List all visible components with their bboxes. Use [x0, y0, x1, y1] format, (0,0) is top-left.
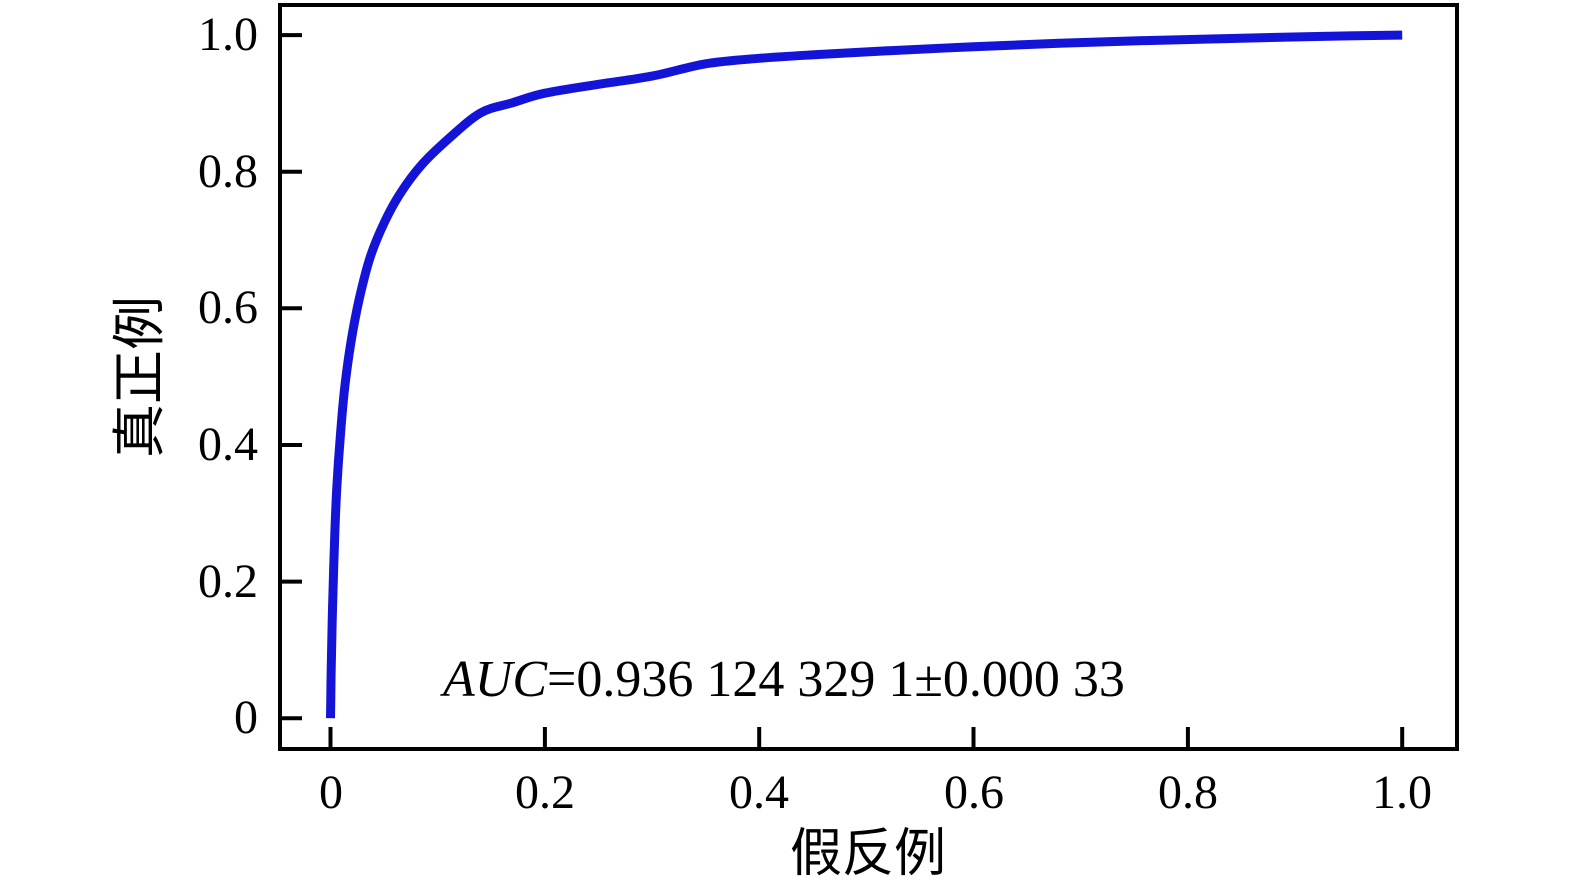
auc-value: =0.936 124 329 1±0.000 33: [547, 651, 1125, 708]
x-tick-label: 0: [319, 766, 343, 819]
auc-annotation: AUC=0.936 124 329 1±0.000 33: [443, 651, 1125, 709]
x-tick-label: 0.2: [515, 766, 575, 819]
x-tick-label: 0.8: [1158, 766, 1218, 819]
x-tick-label: 1.0: [1372, 766, 1432, 819]
y-axis-title: 真正例: [110, 296, 170, 458]
y-tick-label: 0.6: [198, 281, 258, 334]
y-tick-label: 0.4: [198, 418, 258, 471]
auc-label: AUC: [443, 651, 547, 708]
x-tick-label: 0.4: [729, 766, 789, 819]
x-axis-title: 假反例: [789, 826, 946, 883]
y-tick-label: 1.0: [198, 8, 258, 61]
x-tick-label: 0.6: [944, 766, 1004, 819]
y-tick-label: 0.8: [198, 145, 258, 198]
roc-curve: [326, 30, 1403, 719]
y-tick-label: 0: [234, 691, 258, 744]
y-tick-label: 0.2: [198, 555, 258, 608]
axes-box: [278, 3, 1459, 751]
